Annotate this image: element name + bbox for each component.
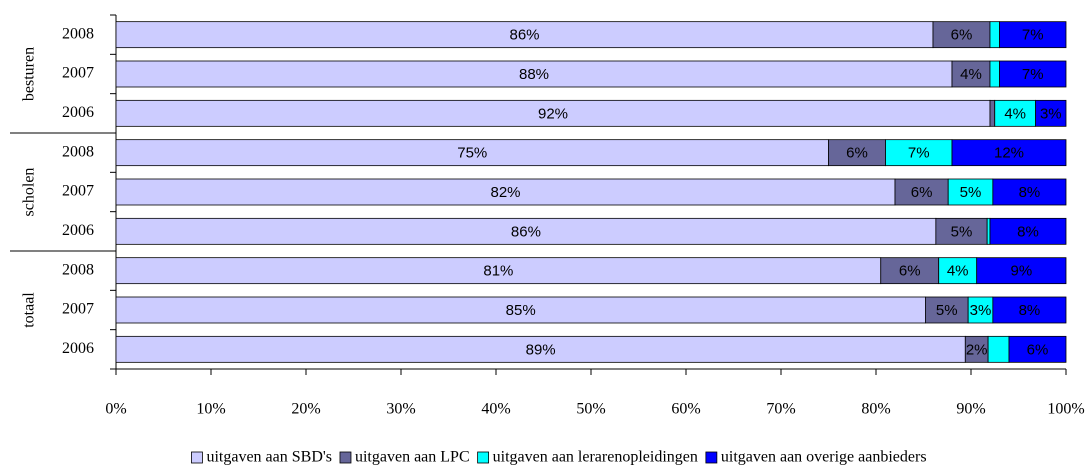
bar-segment <box>115 60 953 88</box>
data-label: 6% <box>899 263 921 280</box>
data-label: 85% <box>506 302 536 319</box>
bar-segment <box>115 178 896 206</box>
bar-segment <box>989 217 1067 245</box>
legend-label: uitgaven aan LPC <box>355 449 470 466</box>
x-tick-label: 90% <box>956 401 985 418</box>
x-tick-label: 50% <box>576 401 605 418</box>
legend-swatch <box>191 451 203 464</box>
x-tick-label: 80% <box>861 401 890 418</box>
bar-segment <box>115 99 991 127</box>
x-tick-label: 70% <box>766 401 795 418</box>
legend-label: uitgaven aan overige aanbieders <box>721 449 927 466</box>
bar-segment <box>828 139 886 167</box>
data-label: 89% <box>526 341 556 358</box>
y-tick-label: 2007 <box>62 183 94 200</box>
bar-segment <box>932 21 991 49</box>
data-label: 2% <box>966 341 988 358</box>
x-tick-label: 30% <box>386 401 415 418</box>
data-label: 86% <box>509 27 539 44</box>
group-label: totaal <box>21 292 38 328</box>
bar-segment <box>115 139 829 167</box>
data-label: 4% <box>947 263 969 280</box>
legend-label: uitgaven aan SBD's <box>206 449 332 466</box>
y-tick-label: 2008 <box>62 143 94 160</box>
y-tick-label: 2007 <box>62 301 94 318</box>
x-tick-label: 40% <box>481 401 510 418</box>
data-label: 8% <box>1019 184 1041 201</box>
bar-segment <box>989 60 1000 88</box>
bar-segment <box>976 257 1067 285</box>
y-tick-label: 2007 <box>62 65 94 82</box>
bar-segment <box>992 178 1067 206</box>
y-tick-label: 2008 <box>62 261 94 278</box>
data-label: 5% <box>936 302 958 319</box>
data-label: 8% <box>1019 302 1041 319</box>
bar-segment <box>925 296 969 324</box>
bar-segment <box>951 60 991 88</box>
bar-segment <box>987 335 1010 363</box>
bar-segment <box>115 296 926 324</box>
group-label: scholen <box>21 168 38 217</box>
data-label: 6% <box>951 27 973 44</box>
x-tick-label: 10% <box>196 401 225 418</box>
data-label: 9% <box>1011 263 1033 280</box>
y-tick-label: 2006 <box>62 340 94 357</box>
data-label: 7% <box>1022 66 1044 83</box>
bar-segment <box>999 21 1067 49</box>
legend-swatch <box>477 451 490 464</box>
data-label: 75% <box>457 145 487 162</box>
bar-segment <box>947 178 994 206</box>
legend: uitgaven aan SBD's uitgaven aan LPC uitgav… <box>191 449 927 466</box>
data-label: 92% <box>538 105 568 122</box>
bar-segment <box>999 60 1067 88</box>
legend-swatch <box>339 451 352 464</box>
bar-segment <box>989 99 996 127</box>
data-label: 6% <box>846 145 868 162</box>
x-tick-label: 0% <box>105 401 126 418</box>
data-label: 12% <box>994 145 1024 162</box>
bar-segment <box>115 21 934 49</box>
data-label: 5% <box>960 184 982 201</box>
data-label: 4% <box>960 66 982 83</box>
x-tick-label: 60% <box>671 401 700 418</box>
legend-label: uitgaven aan lerarenopleidingen <box>493 449 698 466</box>
bar-segment <box>880 257 940 285</box>
data-label: 6% <box>1027 341 1049 358</box>
x-tick-label: 100% <box>1047 401 1084 418</box>
data-label: 5% <box>951 223 973 240</box>
data-label: 6% <box>911 184 933 201</box>
bar-segment <box>986 217 991 245</box>
bar-segment <box>894 178 949 206</box>
y-tick-label: 2006 <box>62 104 94 121</box>
data-label: 88% <box>519 66 549 83</box>
bar-segment <box>935 217 988 245</box>
data-label: 3% <box>1040 105 1062 122</box>
bar-segment <box>1035 99 1067 127</box>
legend-swatch <box>705 451 718 464</box>
group-label: besturen <box>21 47 38 101</box>
data-label: 4% <box>1004 105 1026 122</box>
y-tick-label: 2006 <box>62 222 94 239</box>
data-label: 7% <box>1022 27 1044 44</box>
bar-segment <box>989 21 1000 49</box>
bar-segment <box>992 296 1067 324</box>
x-tick-label: 20% <box>291 401 320 418</box>
bar-segment <box>951 139 1067 167</box>
data-label: 7% <box>908 145 930 162</box>
bar-segment <box>1008 335 1067 363</box>
data-label: 81% <box>483 263 513 280</box>
bar-segment <box>115 217 937 245</box>
data-label: 82% <box>490 184 520 201</box>
data-label: 86% <box>511 223 541 240</box>
y-tick-label: 2008 <box>62 25 94 42</box>
data-label: 8% <box>1017 223 1039 240</box>
data-label: 3% <box>970 302 992 319</box>
